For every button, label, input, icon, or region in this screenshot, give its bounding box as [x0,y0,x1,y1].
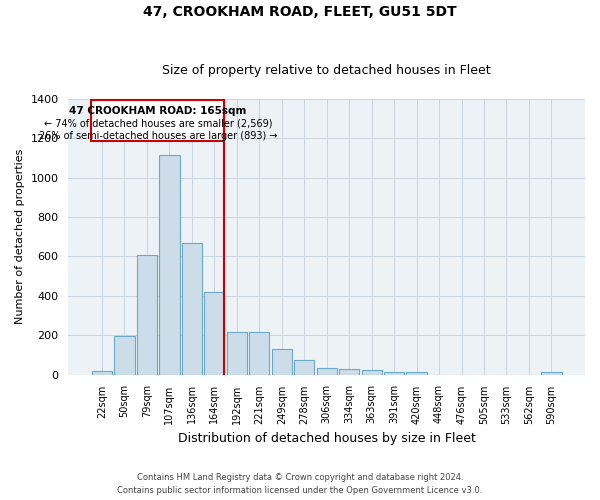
Bar [294,360,314,374]
Text: 47 CROOKHAM ROAD: 165sqm: 47 CROOKHAM ROAD: 165sqm [69,106,247,116]
Bar [182,242,202,374]
Bar [227,332,247,374]
Bar [384,372,404,374]
Bar [249,332,269,374]
Bar [362,370,382,374]
Bar [339,370,359,374]
Bar [204,292,224,374]
Bar [137,256,157,374]
Y-axis label: Number of detached properties: Number of detached properties [15,149,25,324]
Bar [406,372,427,374]
Bar [541,372,562,374]
FancyBboxPatch shape [91,100,224,141]
Title: Size of property relative to detached houses in Fleet: Size of property relative to detached ho… [163,64,491,77]
Bar [92,371,112,374]
Bar [159,155,179,374]
Text: Contains HM Land Registry data © Crown copyright and database right 2024.
Contai: Contains HM Land Registry data © Crown c… [118,474,482,495]
Text: 26% of semi-detached houses are larger (893) →: 26% of semi-detached houses are larger (… [38,132,277,141]
Bar [115,336,134,374]
Text: 47, CROOKHAM ROAD, FLEET, GU51 5DT: 47, CROOKHAM ROAD, FLEET, GU51 5DT [143,5,457,19]
Bar [272,349,292,374]
Bar [317,368,337,374]
Text: ← 74% of detached houses are smaller (2,569): ← 74% of detached houses are smaller (2,… [44,118,272,128]
X-axis label: Distribution of detached houses by size in Fleet: Distribution of detached houses by size … [178,432,476,445]
